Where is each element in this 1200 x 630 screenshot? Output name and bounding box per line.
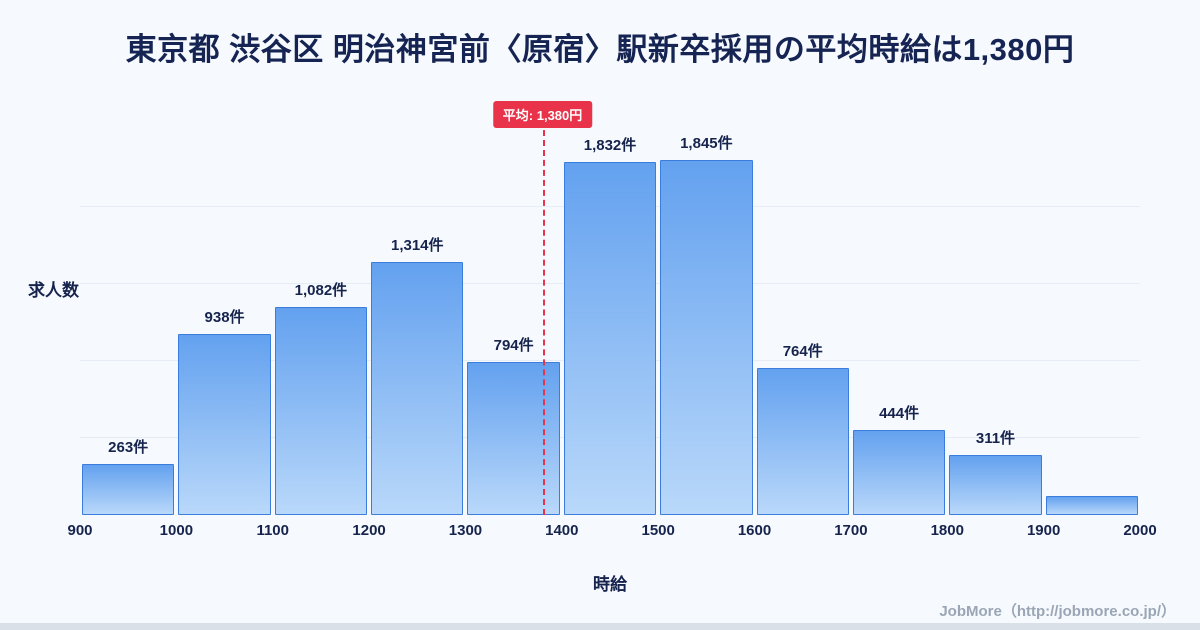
bar-value-label: 311件 xyxy=(975,430,1016,448)
x-tick-label: 1900 xyxy=(1026,522,1061,539)
x-tick-label: 1000 xyxy=(159,522,194,539)
histogram-bar xyxy=(371,262,464,515)
average-line xyxy=(542,130,545,515)
x-tick-label: 1400 xyxy=(545,522,579,539)
histogram-bar xyxy=(82,464,175,515)
x-tick-label: 1600 xyxy=(737,522,772,539)
histogram-bar xyxy=(852,429,946,515)
histogram-bar xyxy=(563,162,657,515)
x-axis-ticks: 900 1000 1100 1200 1300 1400 1500 1600 1700 1800 1… xyxy=(67,522,1156,544)
x-tick-label: 1100 xyxy=(256,522,289,539)
x-tick-label: 2000 xyxy=(1123,522,1157,539)
x-tick-label: 1300 xyxy=(448,522,483,539)
y-axis-label: 求人数 xyxy=(28,281,79,300)
bar-value-label: 794件 xyxy=(493,337,534,355)
bar-value-label: 444件 xyxy=(879,404,920,422)
histogram-bar xyxy=(274,306,368,515)
average-badge: 平均: 1,380円 xyxy=(492,101,593,128)
histogram-bar xyxy=(660,159,753,515)
histogram-bar xyxy=(467,362,560,515)
histogram-bar xyxy=(949,455,1042,515)
x-tick-label: 900 xyxy=(67,522,93,539)
footer-credit: JobMore（http://jobmore.co.jp/） xyxy=(939,603,1176,620)
bar-value-label: 1,082件 xyxy=(294,281,348,299)
bar-value-label: 938件 xyxy=(204,309,245,327)
plot-area: 263件 938件 1,082件 1,314件 794件 1,832件 1,845件 764件… xyxy=(80,101,1140,515)
x-tick-label: 1700 xyxy=(834,522,868,539)
bar-value-label: 263件 xyxy=(108,439,149,457)
x-tick-label: 1800 xyxy=(930,522,964,539)
bottom-strip xyxy=(0,623,1200,630)
histogram-bar xyxy=(1045,495,1138,515)
chart-title: 東京都 渋谷区 明治神宮前〈原宿〉駅新卒採用の平均時給は1,380円 xyxy=(125,32,1075,67)
bar-value-label: 1,832件 xyxy=(583,137,637,155)
histogram-bar xyxy=(756,367,849,515)
histogram-bar xyxy=(178,334,271,515)
bar-value-label: 1,845件 xyxy=(680,134,733,152)
bar-value-label: 764件 xyxy=(782,342,823,360)
x-tick-label: 1500 xyxy=(641,522,675,539)
x-axis-label: 時給 xyxy=(593,575,627,594)
x-tick-label: 1200 xyxy=(352,522,386,539)
bar-value-label: 1,314件 xyxy=(390,237,444,255)
